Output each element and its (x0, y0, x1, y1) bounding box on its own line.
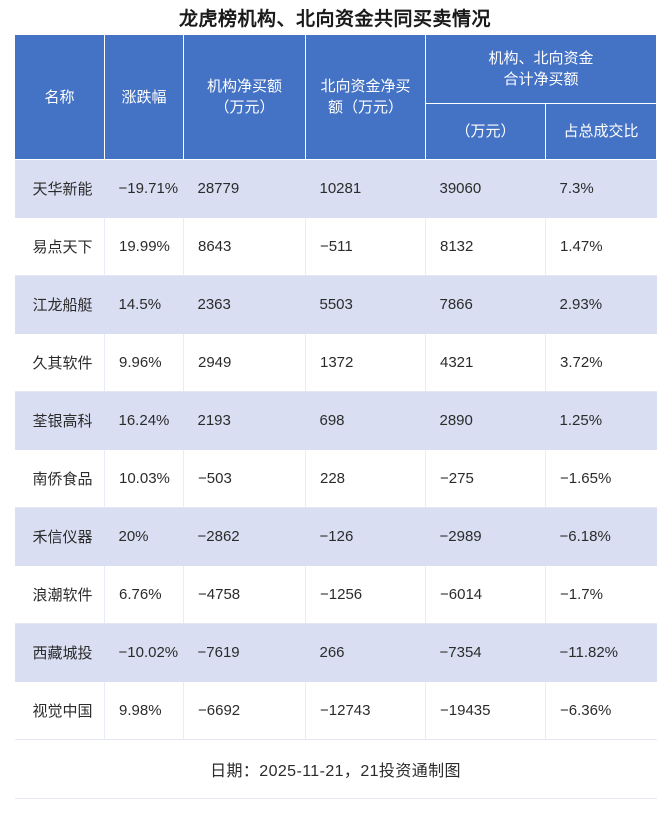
cell-ratio: 1.25% (545, 391, 657, 450)
header-institution-line1: 机构净买额 (206, 78, 282, 95)
table-row: 久其软件 9.96% 2949 1372 4321 3.72% (14, 333, 657, 392)
header-cell-northbound: 北向资金净买 额（万元） (305, 34, 426, 160)
table-body: 天华新能 −19.71% 28779 10281 39060 7.3% 易点天下 19.99%… (14, 159, 657, 740)
cell-northbound: 1372 (305, 333, 426, 392)
header-row-primary: 名称 涨跌幅 机构净买额 （万元） 北向资金净买 额（万元） 机构、北向资金 合… (14, 34, 658, 160)
cell-northbound: 228 (305, 449, 426, 508)
lhb-table: 名称 涨跌幅 机构净买额 （万元） 北向资金净买 额（万元） 机构、北向资金 合… (14, 34, 658, 799)
cell-institution: −7619 (183, 623, 306, 682)
header-cell-change: 涨跌幅 (104, 34, 184, 160)
table-row: 江龙船艇 14.5% 2363 5503 7866 2.93% (14, 275, 657, 334)
cell-total: 8132 (425, 217, 546, 276)
cell-change: 20% (104, 507, 184, 566)
cell-change: 19.99% (104, 217, 184, 276)
cell-northbound: −12743 (305, 681, 426, 740)
table-row: 天华新能 −19.71% 28779 10281 39060 7.3% (14, 159, 657, 218)
header-cell-institution: 机构净买额 （万元） (183, 34, 306, 160)
cell-institution: 8643 (183, 217, 306, 276)
header-northbound-line1: 北向资金净买 (320, 78, 411, 95)
cell-institution: −4758 (183, 565, 306, 624)
cell-name: 久其软件 (14, 333, 105, 392)
cell-institution: 2363 (183, 275, 306, 334)
table-container: 名称 涨跌幅 机构净买额 （万元） 北向资金净买 额（万元） 机构、北向资金 合… (14, 34, 658, 799)
cell-ratio: 1.47% (544, 217, 657, 276)
cell-total: −19435 (425, 681, 546, 740)
cell-institution: −2862 (183, 507, 306, 566)
table-row: 易点天下 19.99% 8643 −511 8132 1.47% (14, 217, 657, 276)
cell-change: −19.71% (104, 159, 184, 218)
header-cell-group-total: 机构、北向资金 合计净买额 (424, 34, 658, 104)
page-title: 龙虎榜机构、北向资金共同买卖情况 (178, 9, 491, 30)
table-row: 视觉中国 9.98% −6692 −12743 −19435 −6.36% (14, 681, 657, 740)
table-header: 名称 涨跌幅 机构净买额 （万元） 北向资金净买 额（万元） 机构、北向资金 合… (14, 34, 658, 160)
table-row: 荃银高科 16.24% 2193 698 2890 1.25% (14, 391, 657, 450)
cell-change: 9.98% (104, 681, 184, 740)
table-row: 浪潮软件 6.76% −4758 −1256 −6014 −1.7% (14, 565, 657, 624)
cell-name: 南侨食品 (14, 449, 105, 508)
cell-total: 2890 (425, 391, 546, 450)
cell-name: 荃银高科 (14, 391, 105, 450)
table-footer: 日期：2025-11-21，21投资通制图 (14, 739, 657, 799)
table-row: 西藏城投 −10.02% −7619 266 −7354 −11.82% (14, 623, 657, 682)
cell-northbound: 5503 (305, 275, 426, 334)
cell-northbound: 266 (305, 623, 426, 682)
footer-note: 日期：2025-11-21，21投资通制图 (14, 739, 657, 799)
header-institution-line2: （万元） (214, 99, 275, 116)
cell-name: 浪潮软件 (14, 565, 105, 624)
cell-total: −275 (425, 449, 546, 508)
cell-ratio: 2.93% (545, 275, 657, 334)
cell-ratio: −1.65% (544, 449, 657, 508)
cell-name: 禾信仪器 (14, 507, 105, 566)
header-northbound-line2: 额（万元） (327, 99, 403, 116)
cell-change: 14.5% (104, 275, 184, 334)
cell-ratio: 7.3% (545, 159, 657, 218)
cell-northbound: −126 (305, 507, 426, 566)
header-group-line1: 机构、北向资金 (488, 50, 594, 67)
cell-name: 江龙船艇 (14, 275, 105, 334)
cell-change: 16.24% (104, 391, 184, 450)
cell-change: 6.76% (104, 565, 184, 624)
table-row: 南侨食品 10.03% −503 228 −275 −1.65% (14, 449, 657, 508)
cell-name: 西藏城投 (14, 623, 105, 682)
cell-institution: 28779 (183, 159, 306, 218)
cell-ratio: −11.82% (545, 623, 657, 682)
cell-northbound: −511 (305, 217, 426, 276)
header-row-secondary: （万元） 占总成交比 (15, 103, 658, 160)
cell-ratio: −6.36% (544, 681, 657, 740)
cell-name: 视觉中国 (14, 681, 105, 740)
cell-total: 4321 (425, 333, 546, 392)
table-row: 禾信仪器 20% −2862 −126 −2989 −6.18% (14, 507, 657, 566)
cell-northbound: 698 (305, 391, 426, 450)
footer-row: 日期：2025-11-21，21投资通制图 (14, 739, 657, 799)
cell-name: 易点天下 (14, 217, 105, 276)
cell-institution: −503 (183, 449, 306, 508)
cell-change: −10.02% (104, 623, 184, 682)
cell-total: 39060 (425, 159, 546, 218)
cell-northbound: −1256 (305, 565, 426, 624)
cell-name: 天华新能 (14, 159, 105, 218)
cell-ratio: −6.18% (545, 507, 657, 566)
cell-total: −2989 (425, 507, 546, 566)
cell-ratio: −1.7% (544, 565, 657, 624)
cell-total: −6014 (425, 565, 546, 624)
header-group-line2: 合计净买额 (503, 71, 579, 88)
cell-change: 10.03% (104, 449, 184, 508)
cell-ratio: 3.72% (544, 333, 657, 392)
cell-institution: 2193 (183, 391, 306, 450)
cell-total: −7354 (425, 623, 546, 682)
cell-total: 7866 (425, 275, 546, 334)
cell-change: 9.96% (104, 333, 184, 392)
header-cell-total-amount: （万元） (425, 103, 546, 160)
cell-northbound: 10281 (305, 159, 426, 218)
header-cell-name: 名称 (14, 34, 105, 160)
header-cell-total-ratio: 占总成交比 (544, 103, 658, 160)
cell-institution: 2949 (183, 333, 306, 392)
cell-institution: −6692 (183, 681, 306, 740)
